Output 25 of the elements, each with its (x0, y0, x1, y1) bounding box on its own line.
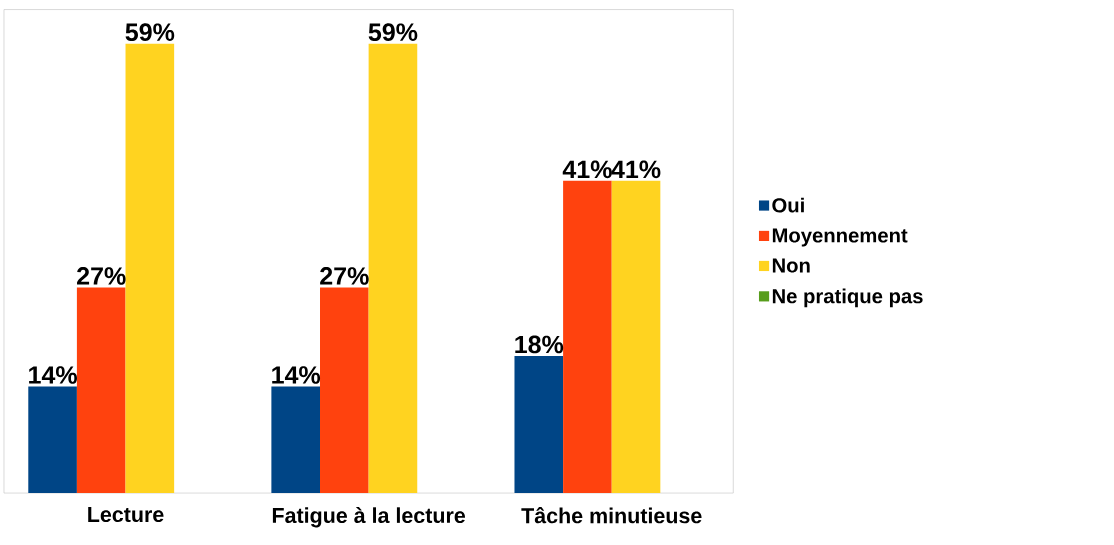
data-label: 27% (77, 267, 126, 285)
bar (368, 43, 418, 494)
bar (76, 287, 126, 494)
data-label: 41% (562, 160, 612, 179)
x-tick-label: Tâche minutieuse (521, 507, 702, 524)
data-label: 59% (368, 23, 418, 42)
bar (125, 43, 175, 494)
data-label: 27% (320, 267, 369, 285)
bar (320, 287, 369, 494)
bar (271, 386, 320, 494)
data-label: 14% (29, 366, 77, 384)
data-label: 59% (125, 23, 175, 42)
data-label: 18% (515, 335, 564, 354)
legend-label: Ne pratique pas (772, 288, 923, 308)
x-tick-label: Lecture (88, 507, 164, 523)
legend-label: Moyennement (772, 228, 908, 247)
bar (611, 180, 661, 494)
legend-label: Oui (772, 197, 804, 213)
x-tick-label: Fatigue à la lecture (272, 507, 466, 528)
data-label: 41% (611, 160, 661, 179)
data-label: 14% (272, 366, 321, 384)
bar (28, 386, 77, 494)
bar (514, 356, 564, 494)
legend-label: Non (772, 258, 810, 273)
bar (563, 180, 612, 494)
